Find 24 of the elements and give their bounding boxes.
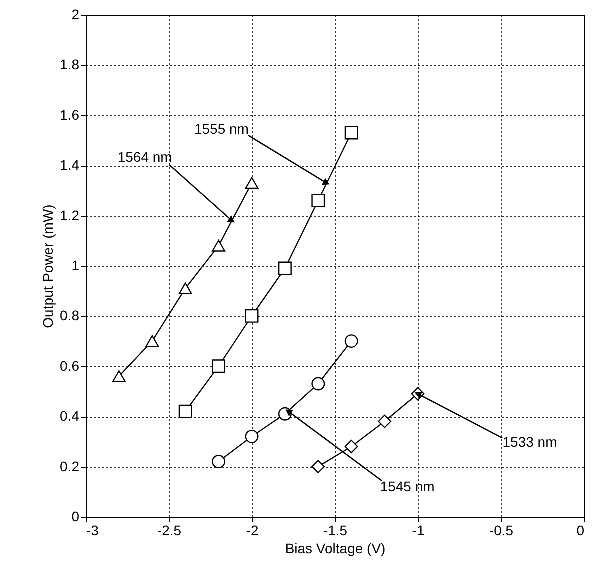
y-tick-label: 1.6 xyxy=(60,106,80,123)
x-tick-label: -2 xyxy=(246,522,259,538)
y-tick-label: 0.4 xyxy=(60,408,80,424)
x-axis-title: Bias Voltage (V) xyxy=(285,540,386,556)
x-tick-label: -1.5 xyxy=(323,522,348,538)
y-tick-label: 0 xyxy=(72,508,80,524)
y-tick-label: 2 xyxy=(72,6,80,22)
x-tick-label: -3 xyxy=(86,522,100,538)
y-tick-label: 1.2 xyxy=(60,207,80,224)
annotation: 1564 nm xyxy=(118,148,172,165)
y-tick-label: 1.8 xyxy=(60,56,80,73)
annotation: 1555 nm xyxy=(194,121,249,138)
y-axis-title: Output Power (mW) xyxy=(40,204,56,328)
y-tick-label: 1 xyxy=(72,258,80,274)
y-tick-label: 0.6 xyxy=(60,358,80,374)
x-tick-label: -1 xyxy=(412,522,425,538)
y-tick-label: 0.8 xyxy=(60,308,80,324)
x-tick-label: -0.5 xyxy=(489,522,514,538)
x-tick-label: -2.5 xyxy=(157,522,182,538)
y-tick-label: 1.4 xyxy=(60,157,80,174)
annotation: 1545 nm xyxy=(380,478,435,495)
y-tick-label: 0.2 xyxy=(60,458,80,474)
x-tick-label: 0 xyxy=(576,522,585,538)
annotation: 1533 nm xyxy=(502,434,558,450)
